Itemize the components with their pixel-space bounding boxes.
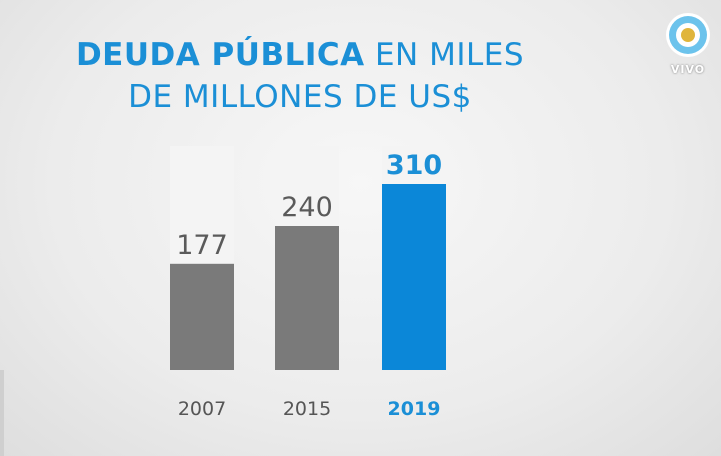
bar [170, 263, 234, 370]
x-tick-label: 2007 [178, 398, 226, 420]
bar-value-label: 310 [386, 150, 442, 181]
chart-title-rest: EN MILES [364, 37, 525, 73]
chart-title-line-2: DE MILLONES DE US$ [128, 79, 472, 115]
channel-logo: VIVO [663, 12, 713, 76]
x-tick-label: 2015 [283, 398, 331, 420]
frame-edge [0, 370, 4, 456]
bar-value-label: 240 [281, 192, 333, 223]
chart-title: DEUDA PÚBLICA EN MILES DE MILLONES DE US… [0, 34, 600, 118]
argentina-sun-logo-icon [666, 13, 710, 57]
bar [275, 226, 339, 370]
x-tick-label: 2019 [388, 398, 441, 420]
chart-title-line-1: DEUDA PÚBLICA EN MILES [0, 34, 600, 76]
bar-value-label: 177 [176, 230, 228, 261]
chart-title-bold: DEUDA PÚBLICA [75, 37, 365, 73]
bar [382, 184, 446, 370]
live-label: VIVO [670, 63, 706, 76]
